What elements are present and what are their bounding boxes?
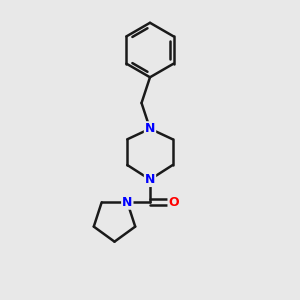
Text: N: N — [122, 196, 133, 209]
Text: N: N — [145, 173, 155, 186]
Text: N: N — [145, 122, 155, 135]
Text: O: O — [169, 196, 179, 209]
